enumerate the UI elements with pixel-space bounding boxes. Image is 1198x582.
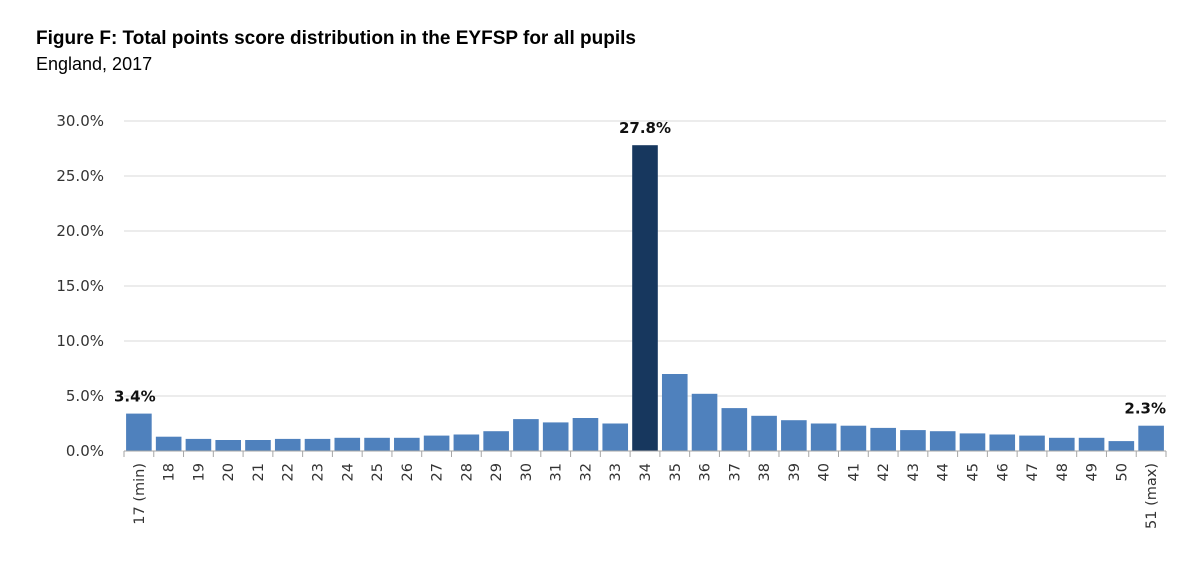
- x-tick-label: 24: [340, 463, 356, 481]
- x-tick-label: 45: [965, 463, 981, 481]
- x-tick-label: 38: [757, 463, 773, 481]
- x-tick-label: 32: [578, 463, 594, 481]
- bar: [394, 437, 420, 451]
- bar: [1048, 437, 1075, 451]
- bar: [453, 434, 480, 451]
- x-tick-label: 43: [906, 463, 922, 481]
- x-tick-label: 31: [549, 463, 565, 481]
- x-tick-label: 26: [400, 463, 416, 481]
- x-tick-label: 34: [638, 463, 654, 481]
- data-label: 27.8%: [619, 119, 671, 137]
- bar: [334, 437, 361, 451]
- x-tick-label: 46: [995, 463, 1011, 481]
- x-tick-label: 41: [846, 463, 862, 481]
- x-tick-label: 48: [1055, 463, 1071, 481]
- x-tick-label: 35: [668, 463, 684, 481]
- bar: [364, 437, 390, 451]
- x-tick-label: 25: [370, 463, 386, 481]
- bar: [1078, 437, 1105, 451]
- bar: [542, 422, 569, 451]
- y-tick-label: 15.0%: [56, 277, 104, 295]
- x-tick-label: 33: [608, 463, 624, 481]
- bar: [781, 420, 807, 451]
- bar: [483, 431, 509, 451]
- y-tick-label: 10.0%: [56, 332, 104, 350]
- y-tick-label: 5.0%: [66, 387, 104, 405]
- y-tick-label: 30.0%: [56, 112, 104, 130]
- x-tick-label: 17 (min): [132, 463, 148, 525]
- bar: [840, 425, 867, 451]
- x-tick-label: 37: [727, 463, 743, 481]
- bar: [751, 415, 777, 451]
- bar: [810, 423, 837, 451]
- y-tick-label: 0.0%: [66, 442, 104, 460]
- bar: [632, 145, 658, 451]
- x-tick-label: 40: [817, 463, 833, 481]
- data-label: 2.3%: [1124, 400, 1166, 418]
- x-tick-label: 42: [876, 463, 892, 481]
- x-tick-label: 20: [221, 463, 237, 481]
- bar: [691, 393, 718, 451]
- x-tick-label: 29: [489, 463, 505, 481]
- x-tick-label: 47: [1025, 463, 1041, 481]
- bar: [155, 436, 182, 451]
- bar: [721, 408, 748, 451]
- data-label: 3.4%: [114, 388, 156, 406]
- y-tick-label: 20.0%: [56, 222, 104, 240]
- bar: [215, 440, 242, 451]
- bar: [929, 431, 956, 451]
- bar: [989, 434, 1016, 451]
- bar: [572, 418, 599, 451]
- x-tick-label: 44: [936, 463, 952, 481]
- chart-subtitle: England, 2017: [36, 54, 153, 74]
- x-tick-label: 18: [162, 463, 178, 481]
- bar: [602, 423, 629, 451]
- chart-title: Figure F: Total points score distributio…: [36, 28, 636, 49]
- x-tick-label: 49: [1085, 463, 1101, 481]
- x-tick-label: 19: [191, 463, 207, 481]
- x-tick-label: 51 (max): [1144, 463, 1160, 529]
- bar: [661, 374, 688, 451]
- bar: [423, 435, 450, 451]
- bar: [1138, 425, 1164, 451]
- x-tick-label: 30: [519, 463, 535, 481]
- bar: [1019, 435, 1045, 451]
- bar: [126, 413, 152, 451]
- bar: [274, 438, 301, 451]
- y-tick-label: 25.0%: [56, 167, 104, 185]
- x-tick-label: 50: [1114, 463, 1130, 481]
- x-tick-label: 39: [787, 463, 803, 481]
- x-tick-label: 21: [251, 463, 267, 481]
- bar: [870, 427, 896, 451]
- bar: [1108, 441, 1135, 451]
- x-tick-label: 22: [281, 463, 297, 481]
- bar: [900, 430, 926, 451]
- x-tick-label: 27: [430, 463, 446, 481]
- bar: [304, 438, 331, 451]
- bar: [513, 419, 539, 451]
- x-tick-label: 23: [311, 463, 327, 481]
- bar: [245, 440, 271, 451]
- x-tick-label: 36: [698, 463, 714, 481]
- bar: [185, 438, 212, 451]
- x-tick-label: 28: [459, 463, 475, 481]
- bar: [959, 433, 986, 451]
